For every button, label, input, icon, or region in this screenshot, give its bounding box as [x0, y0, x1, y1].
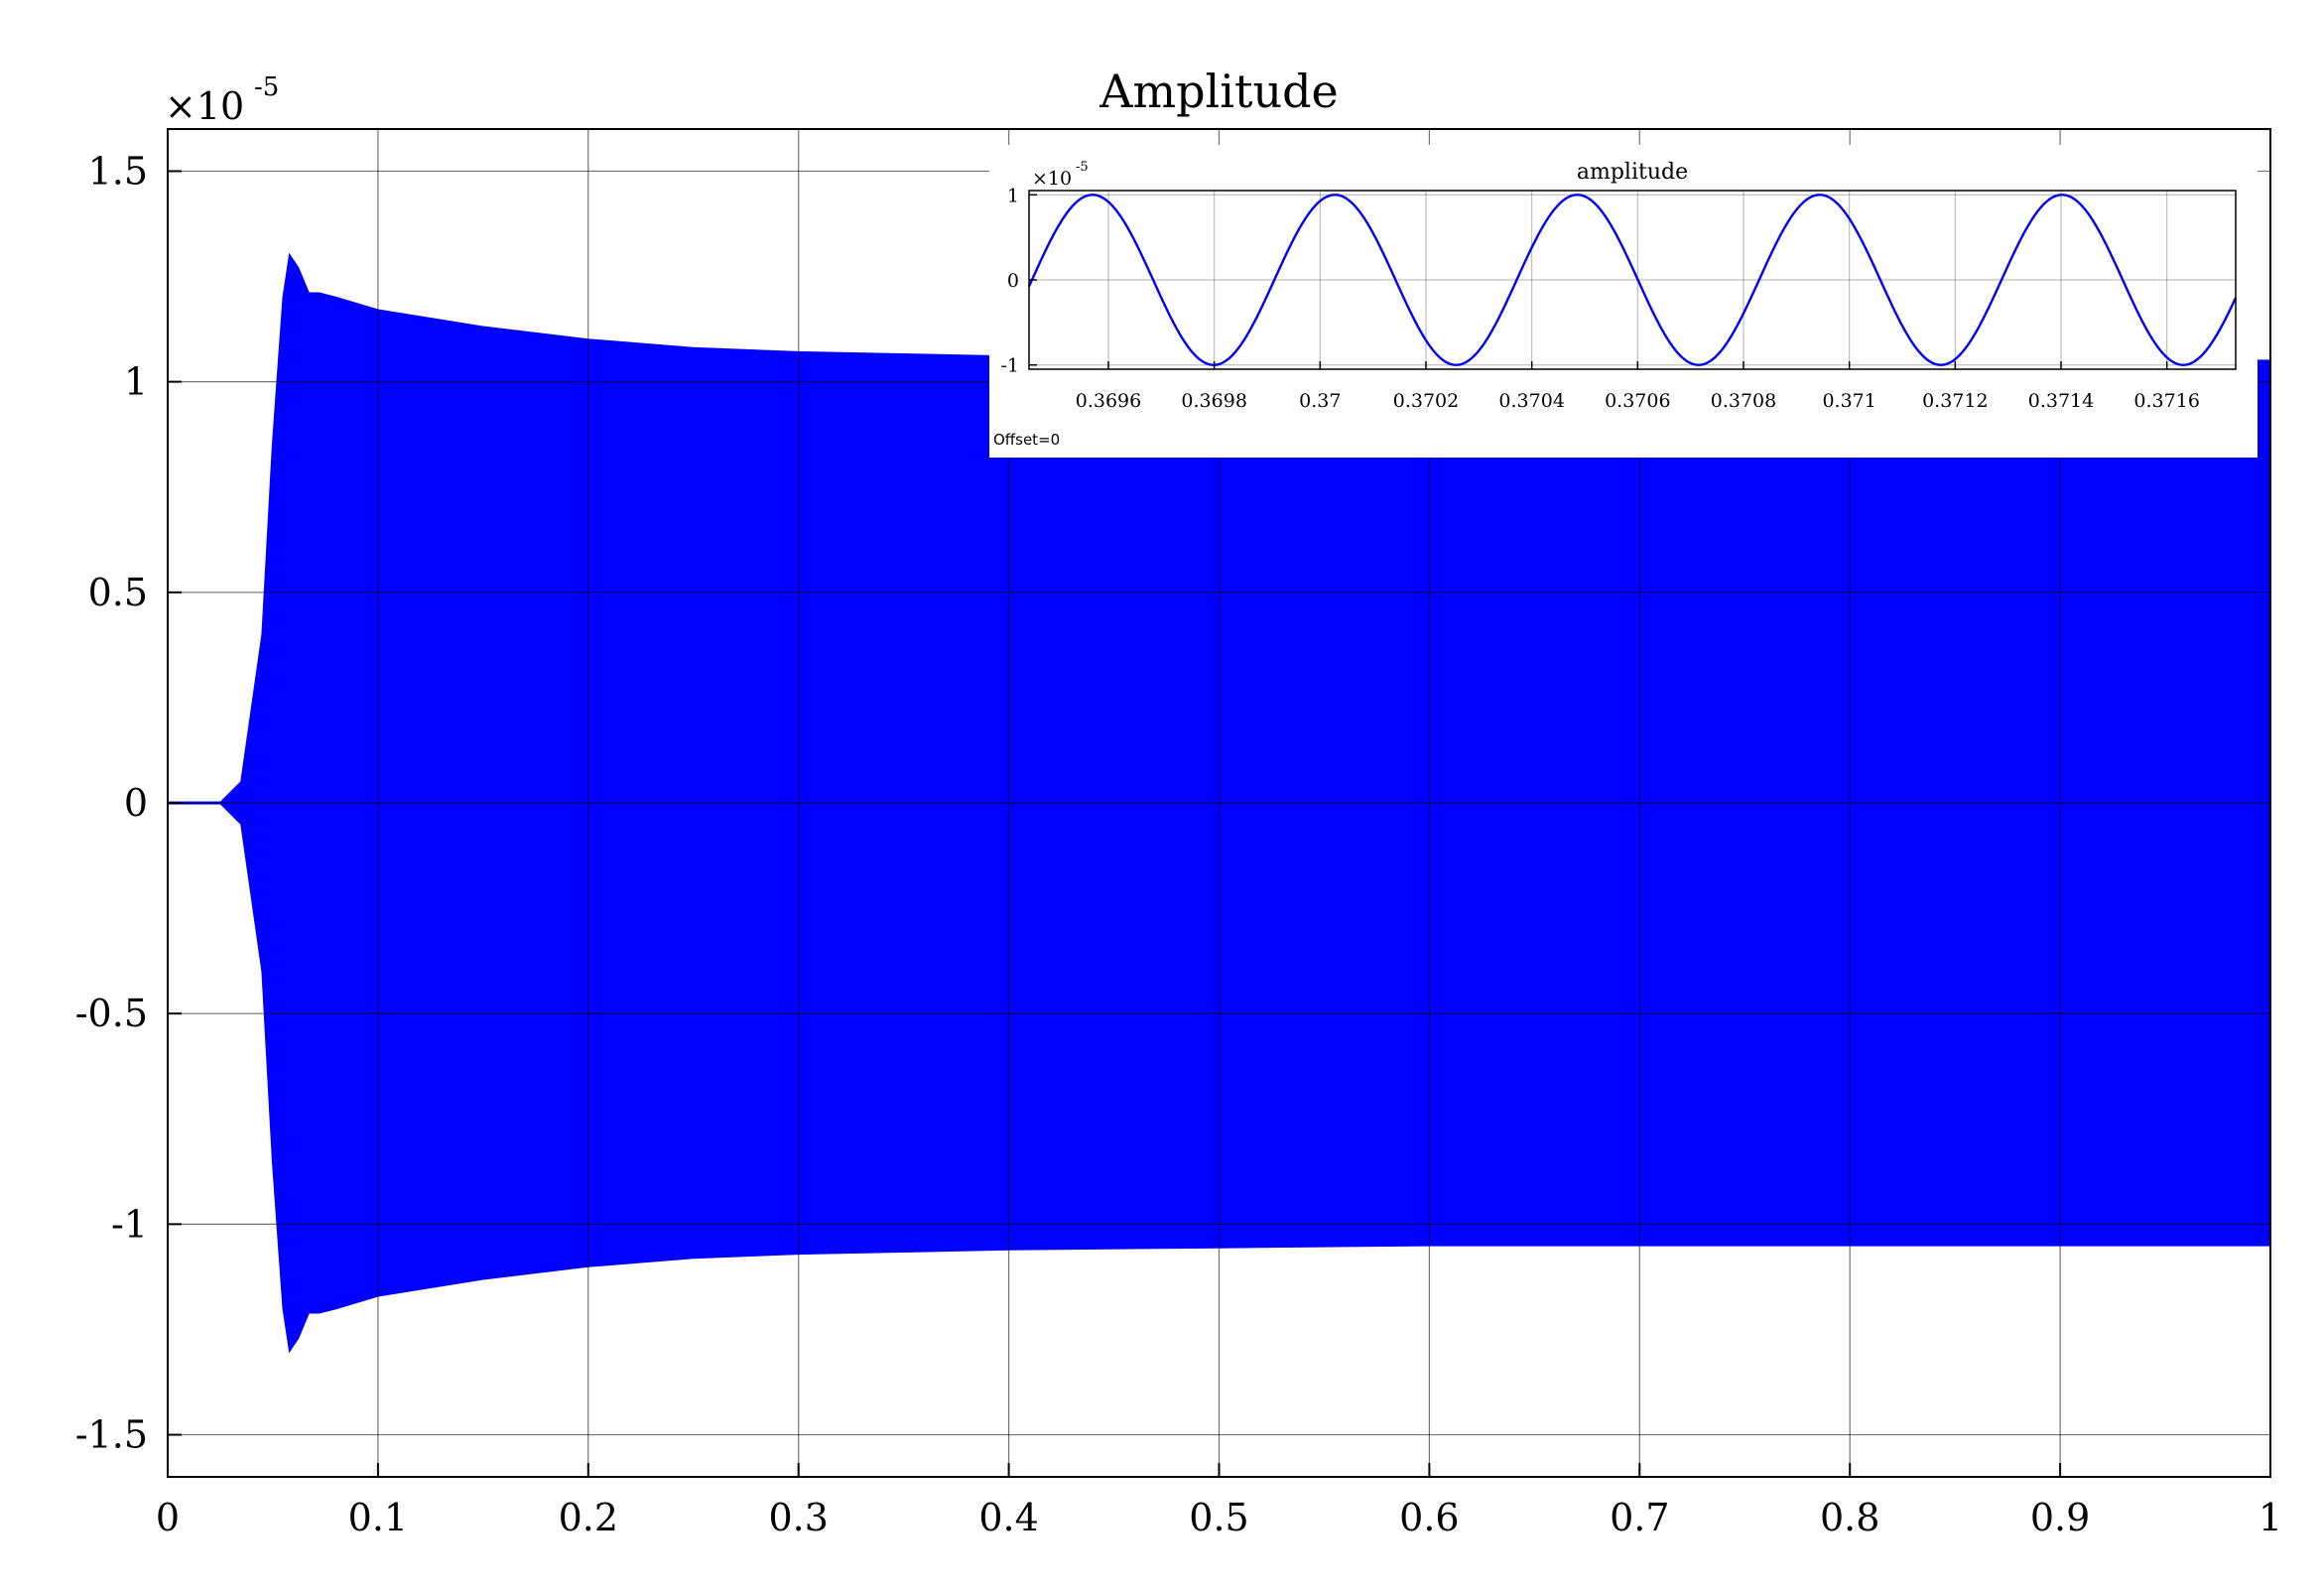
inset-exponent-power: -5 — [1076, 160, 1089, 175]
x-tick-label: 0.9 — [2030, 1496, 2090, 1539]
y-tick-label: -1.5 — [75, 1413, 148, 1457]
inset-x-tick-label: 0.3708 — [1711, 390, 1776, 412]
y-tick-label: 0.5 — [88, 571, 148, 614]
x-tick-label: 0.8 — [1820, 1496, 1879, 1539]
inset-offset-label: Offset=0 — [993, 431, 1060, 449]
inset-x-tick-label: 0.3706 — [1605, 390, 1670, 412]
x-tick-label: 0.1 — [348, 1496, 408, 1539]
inset-amplitude-series — [1027, 194, 2238, 366]
x-tick-label: 1 — [2259, 1496, 2282, 1539]
x-tick-label: 0.6 — [1399, 1496, 1459, 1539]
x-tick-label: 0.4 — [978, 1496, 1038, 1539]
inset-x-tick-label: 0.3702 — [1393, 390, 1459, 412]
y-exponent-label: ×10 — [165, 84, 244, 128]
inset-x-tick-label: 0.37 — [1299, 390, 1341, 412]
y-tick-label: 1.5 — [88, 149, 148, 193]
inset-chart: 0.3696 0.3698 0.37 0.3702 0.3704 0.3706 0.3708… — [989, 145, 2258, 458]
inset-x-tick-label: 0.3698 — [1181, 390, 1246, 412]
chart-title: Amplitude — [1098, 65, 1339, 118]
x-tick-label: 0.7 — [1610, 1496, 1669, 1539]
inset-x-tick-label: 0.371 — [1822, 390, 1875, 412]
y-tick-label: 0 — [124, 781, 148, 825]
y-tick-label: 1 — [124, 360, 148, 404]
inset-x-tick-label: 0.3704 — [1498, 390, 1564, 412]
x-tick-label: 0.5 — [1189, 1496, 1248, 1539]
inset-y-tick-label: 0 — [1007, 270, 1019, 292]
y-exponent-power: -5 — [254, 72, 279, 102]
inset-exponent-label: ×10 — [1032, 168, 1072, 190]
inset-panel — [989, 145, 2258, 458]
inset-x-tick-label: 0.3696 — [1076, 390, 1141, 412]
inset-title: amplitude — [1577, 160, 1688, 185]
inset-y-tick-label: -1 — [1000, 355, 1019, 377]
x-tick-label: 0.3 — [768, 1496, 828, 1539]
x-tick-label: 0 — [156, 1496, 180, 1539]
inset-x-tick-label: 0.3716 — [2133, 390, 2199, 412]
x-tick-label: 0.2 — [559, 1496, 618, 1539]
y-tick-label: -1 — [111, 1202, 148, 1246]
y-tick-label: -0.5 — [75, 992, 148, 1035]
inset-y-tick-label: 1 — [1007, 185, 1019, 206]
inset-x-tick-label: 0.3712 — [1922, 390, 1988, 412]
inset-x-tick-label: 0.3714 — [2028, 390, 2094, 412]
